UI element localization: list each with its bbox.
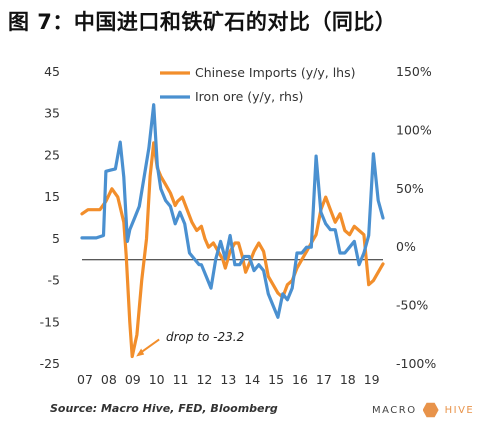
x-tick-label: 18 (340, 372, 356, 387)
x-tick-label: 07 (77, 372, 93, 387)
y-left-tick-label: -15 (40, 314, 60, 329)
x-tick-label: 14 (244, 372, 260, 387)
x-tick-label: 15 (268, 372, 284, 387)
x-tick-label: 16 (292, 372, 308, 387)
x-tick-label: 11 (173, 372, 189, 387)
y-right-tick-label: 0% (396, 239, 416, 254)
x-tick-label: 17 (316, 372, 332, 387)
legend-label: Iron ore (y/y, rhs) (195, 89, 303, 104)
x-tick-label: 09 (125, 372, 141, 387)
logo-text-left: MACRO (372, 404, 417, 416)
y-left-tick-label: -5 (48, 273, 60, 288)
x-tick-label: 08 (101, 372, 117, 387)
y-left-tick-label: 5 (52, 231, 60, 246)
y-left-tick-label: 35 (44, 106, 60, 121)
y-left-tick-label: 45 (44, 64, 60, 79)
x-tick-label: 13 (220, 372, 236, 387)
y-right-tick-label: -50% (396, 298, 428, 313)
hexagon-icon (422, 402, 439, 418)
annotation-arrow-head (136, 348, 145, 357)
y-left-tick-label: 15 (44, 189, 60, 204)
x-tick-label: 10 (149, 372, 165, 387)
y-right-tick-label: 50% (396, 181, 424, 196)
annotation-text: drop to -23.2 (166, 330, 244, 344)
y-right-tick-label: -100% (396, 356, 436, 371)
page-title: 图 7：中国进口和铁矿石的对比（同比） (8, 10, 397, 34)
macrohive-logo: MACRO HIVE (372, 402, 474, 418)
series-line-chinese-imports (80, 141, 385, 359)
y-left-tick-label: 25 (44, 147, 60, 162)
series-line-iron-ore (80, 103, 385, 319)
logo-text-right: HIVE (444, 404, 475, 416)
x-tick-label: 12 (196, 372, 212, 387)
y-right-tick-label: 100% (396, 122, 432, 137)
y-right-tick-label: 150% (396, 64, 432, 79)
y-left-tick-label: -25 (40, 356, 60, 371)
x-tick-label: 19 (364, 372, 380, 387)
source-note: Source: Macro Hive, FED, Bloomberg (50, 402, 278, 415)
legend-label: Chinese Imports (y/y, lhs) (195, 65, 356, 80)
